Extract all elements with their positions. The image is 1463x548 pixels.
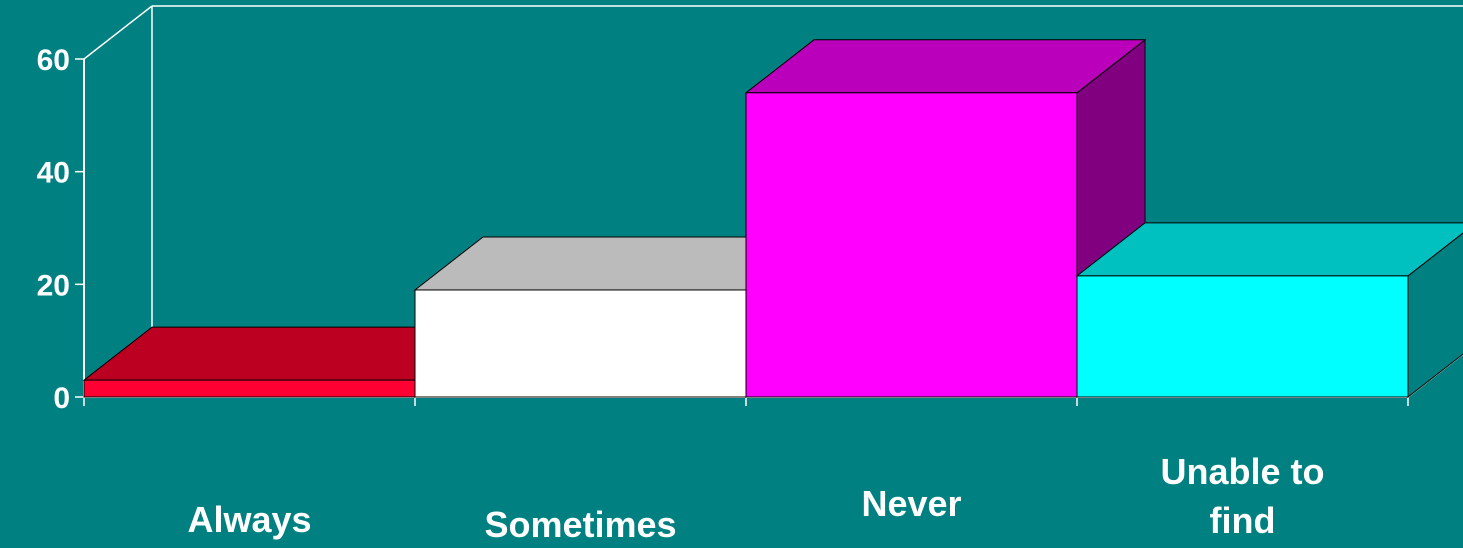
bar-3 [1076,275,1409,398]
y-tick-label-1: 20 [37,269,70,302]
chart-labels: 0 20 40 60 Always Sometimes Never Unable to find [37,44,1325,545]
category-label-line: Sometimes [484,504,676,545]
bar-1 [414,289,747,398]
category-label-line: Always [187,499,311,540]
bar-0 [83,379,416,398]
chart-bars [82,38,1463,399]
category-label-line: Never [861,483,961,524]
y-tick-label-0: 0 [53,382,70,415]
category-label-1: Sometimes [484,504,676,545]
y-tick-label-3: 60 [37,44,70,77]
category-label-3: Unable to find [1160,451,1324,541]
category-label-2: Never [861,483,961,524]
y-tick-label-2: 40 [37,157,70,190]
category-label-line: find [1210,500,1276,541]
category-label-0: Always [187,499,311,540]
bar-top-3 [1075,222,1463,277]
bar-2 [745,92,1078,398]
top-depth-line [83,5,153,60]
bar-top-2 [744,39,1147,94]
category-label-line: Unable to [1160,451,1324,492]
